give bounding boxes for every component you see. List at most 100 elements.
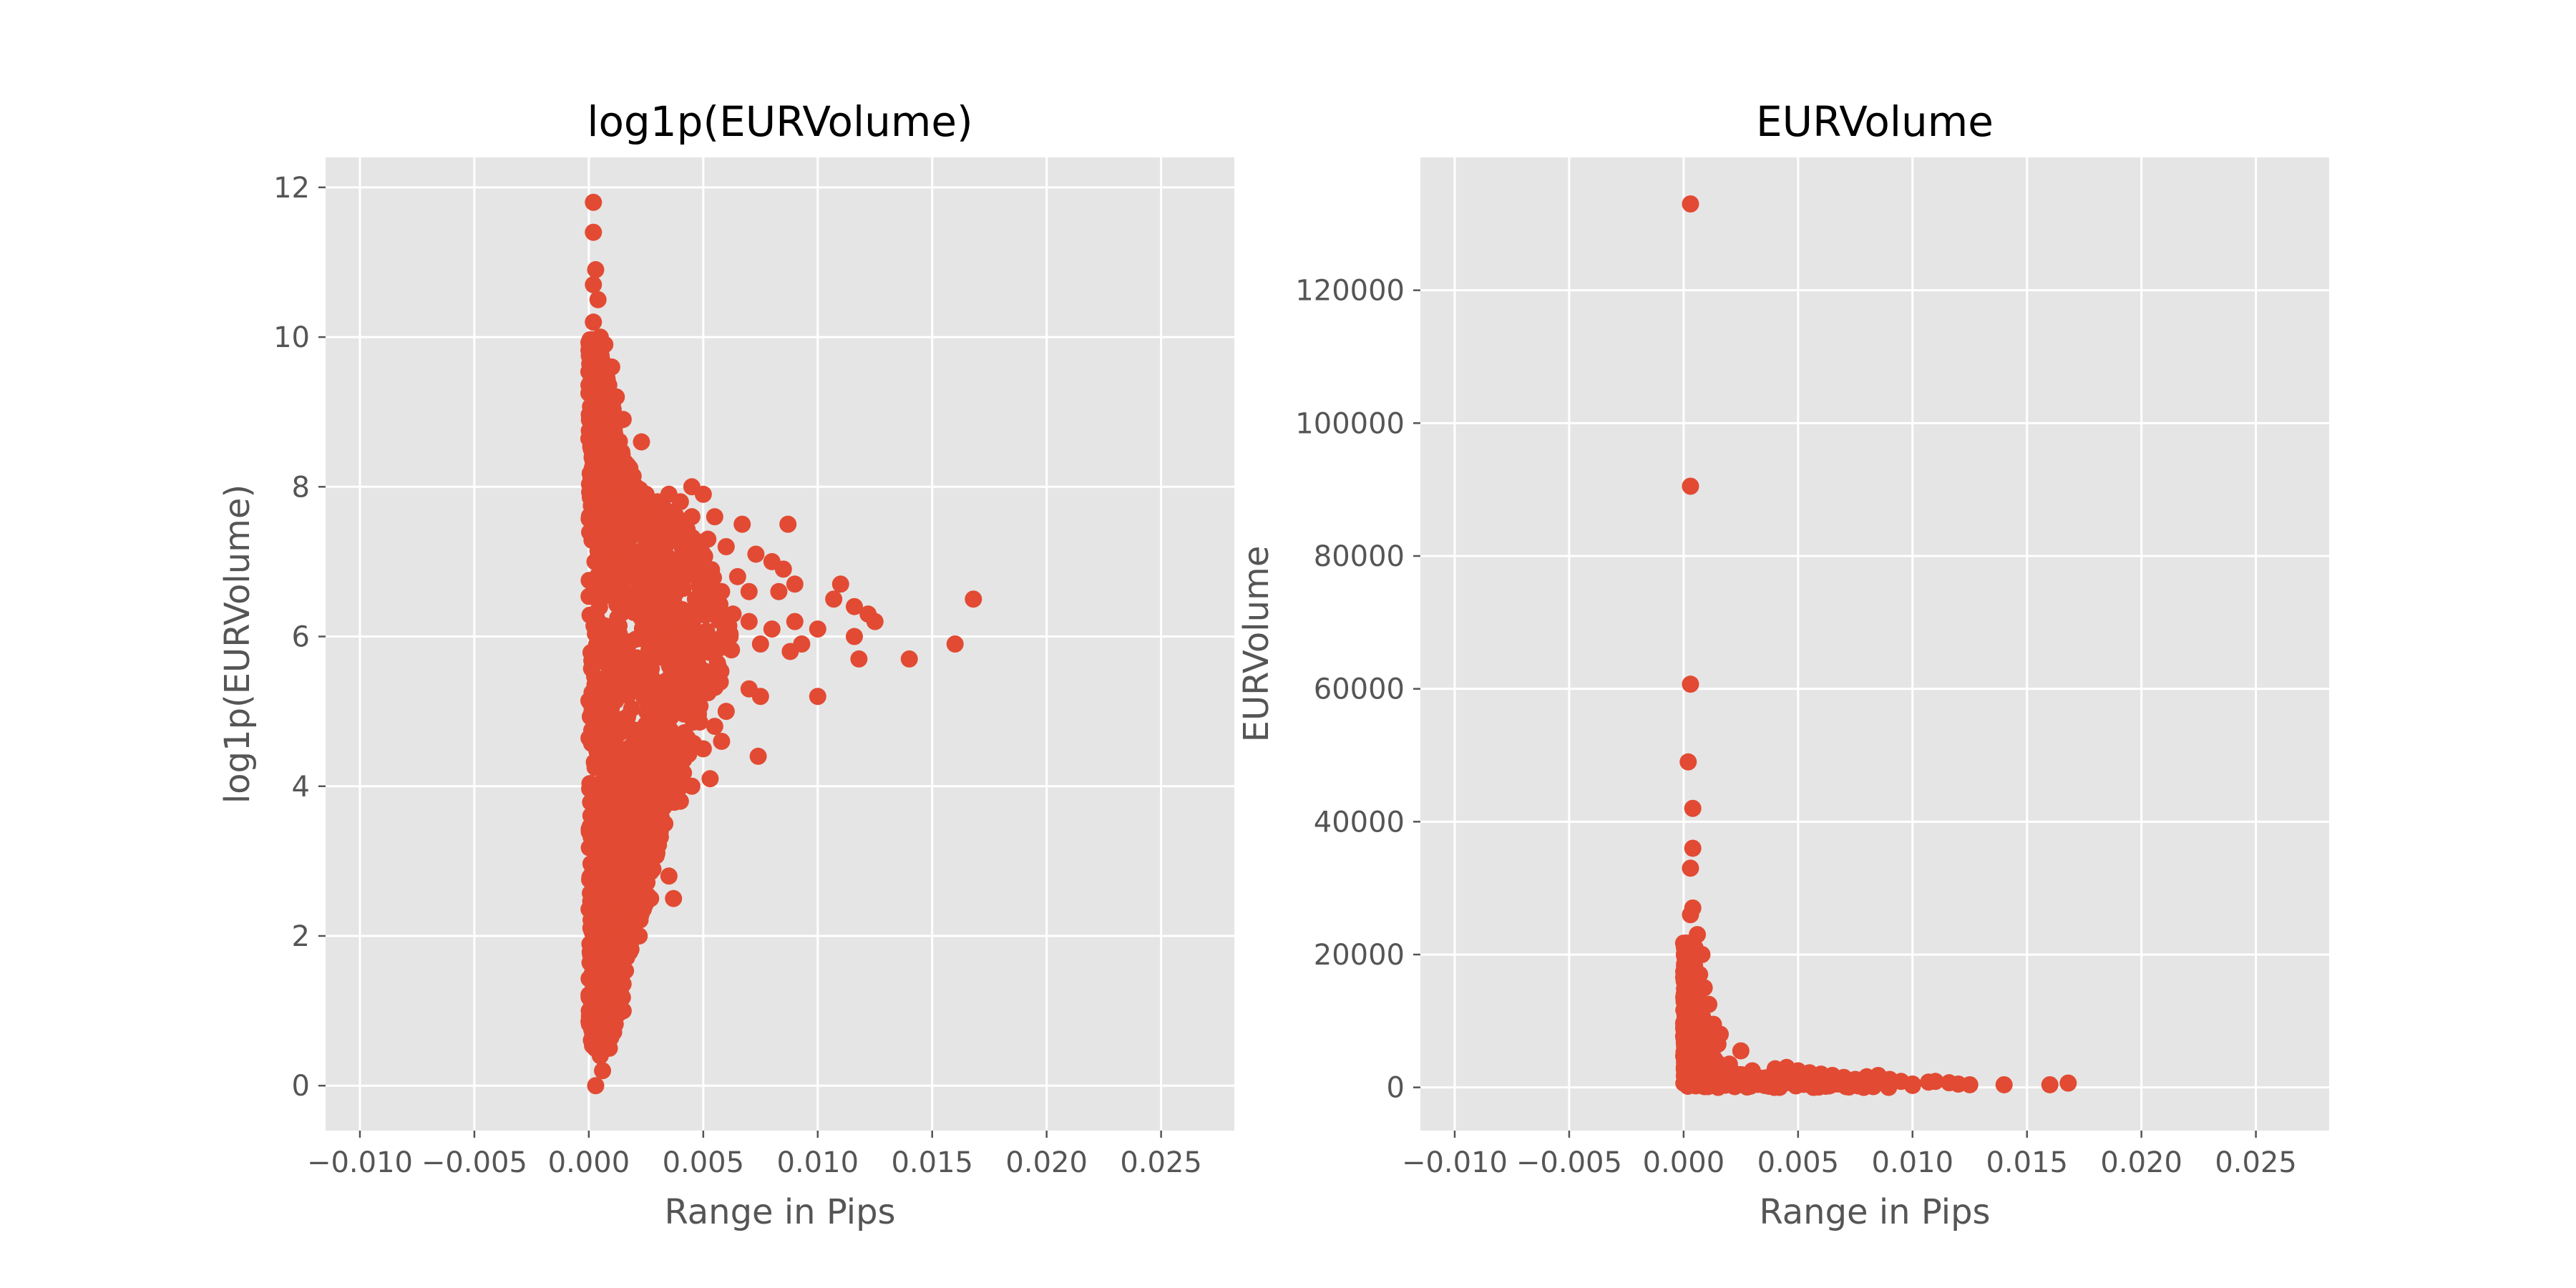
data-point <box>1720 1055 1738 1073</box>
y-axis-label: EURVolume <box>1236 546 1277 743</box>
data-point <box>683 777 701 795</box>
scatter-points <box>1674 195 2077 1096</box>
data-point <box>825 590 843 608</box>
x-tick-label: 0.010 <box>1872 1146 1954 1179</box>
axes-background <box>326 157 1234 1131</box>
data-point <box>2041 1075 2059 1093</box>
data-point <box>671 792 689 810</box>
y-tick-label: 10 <box>273 321 310 354</box>
data-point <box>1682 195 1699 213</box>
data-point <box>683 508 701 526</box>
data-point <box>706 508 723 526</box>
data-point <box>740 582 758 600</box>
data-point <box>845 597 863 615</box>
y-axis-label: log1p(EURVolume) <box>218 484 258 804</box>
data-point <box>728 567 746 585</box>
x-tick-label: −0.010 <box>1402 1146 1508 1179</box>
data-point <box>1926 1073 1944 1091</box>
x-tick-label: −0.005 <box>1516 1146 1622 1179</box>
y-tick-label: 4 <box>292 771 310 804</box>
y-tick-label: 8 <box>292 471 310 504</box>
axes-background <box>1420 157 2329 1131</box>
data-point <box>1693 945 1711 963</box>
data-point <box>594 1062 612 1080</box>
x-tick-label: 0.020 <box>2100 1146 2182 1179</box>
data-point <box>1874 1073 1892 1091</box>
x-axis-ticks: −0.010 −0.005 0.000 0.005 0.010 0.015 0.020 0.0… <box>1402 1131 2297 1179</box>
data-point <box>1682 859 1699 877</box>
y-tick-label: 2 <box>292 920 310 953</box>
data-point <box>602 957 620 975</box>
data-point <box>688 552 706 570</box>
data-point <box>585 223 602 241</box>
data-point <box>747 545 765 563</box>
y-tick-label: 6 <box>292 621 310 654</box>
data-point <box>655 680 673 698</box>
data-point <box>1903 1076 1921 1094</box>
data-point <box>831 575 849 593</box>
y-tick-label: 0 <box>292 1070 310 1103</box>
data-point <box>751 635 769 653</box>
x-axis-label: Range in Pips <box>664 1192 895 1232</box>
data-point <box>644 560 662 578</box>
data-point <box>630 927 648 945</box>
data-point <box>623 700 640 718</box>
data-point <box>648 762 666 780</box>
x-tick-label: 0.015 <box>1986 1146 2068 1179</box>
data-point <box>713 582 731 600</box>
data-point <box>635 807 653 825</box>
data-point <box>587 1077 605 1095</box>
y-tick-label: 0 <box>1387 1072 1405 1105</box>
data-point <box>1682 477 1699 495</box>
data-point <box>845 628 863 645</box>
data-point <box>660 867 678 885</box>
y-tick-label: 120000 <box>1295 275 1405 308</box>
x-tick-label: 0.025 <box>2215 1146 2297 1179</box>
data-point <box>1961 1075 1979 1093</box>
data-point <box>596 336 614 353</box>
data-point <box>850 650 868 668</box>
x-tick-label: 0.005 <box>1757 1146 1840 1179</box>
data-point <box>694 740 712 758</box>
data-point <box>1695 979 1713 997</box>
x-axis-label: Range in Pips <box>1759 1192 1990 1232</box>
data-point <box>633 433 650 451</box>
chart-title: EURVolume <box>1756 97 1994 146</box>
data-point <box>779 515 797 533</box>
x-tick-label: 0.000 <box>548 1146 630 1179</box>
x-tick-label: 0.005 <box>663 1146 745 1179</box>
y-axis-ticks: 0 2 4 6 8 10 12 <box>273 172 326 1103</box>
y-axis-ticks: 0 20000 40000 60000 80000 100000 120000 <box>1295 275 1420 1105</box>
data-point <box>740 613 758 630</box>
data-point <box>589 291 607 308</box>
data-point <box>608 388 625 406</box>
x-tick-label: 0.015 <box>891 1146 973 1179</box>
data-point <box>608 912 625 930</box>
data-point <box>1743 1062 1761 1080</box>
x-tick-label: −0.005 <box>421 1146 527 1179</box>
data-point <box>699 530 717 548</box>
data-point <box>770 582 788 600</box>
data-point <box>694 485 712 503</box>
data-point <box>614 411 632 429</box>
data-point <box>585 275 602 293</box>
data-point <box>585 313 602 331</box>
data-point <box>946 635 964 653</box>
subplot-eurvolume: −0.010 −0.005 0.000 0.005 0.010 0.015 0.020 0.0… <box>1236 97 2329 1232</box>
data-point <box>640 733 658 750</box>
data-point <box>614 1002 632 1020</box>
data-point <box>717 703 735 721</box>
data-point <box>655 815 673 833</box>
data-point <box>740 680 758 698</box>
data-point <box>1691 965 1709 983</box>
data-point <box>781 643 799 660</box>
data-point <box>733 515 751 533</box>
data-point <box>1755 1072 1772 1090</box>
data-point <box>1684 839 1702 857</box>
data-point <box>706 718 723 736</box>
data-point <box>694 628 712 645</box>
data-point <box>671 493 689 511</box>
data-point <box>1835 1075 1853 1093</box>
chart-title: log1p(EURVolume) <box>587 97 972 146</box>
